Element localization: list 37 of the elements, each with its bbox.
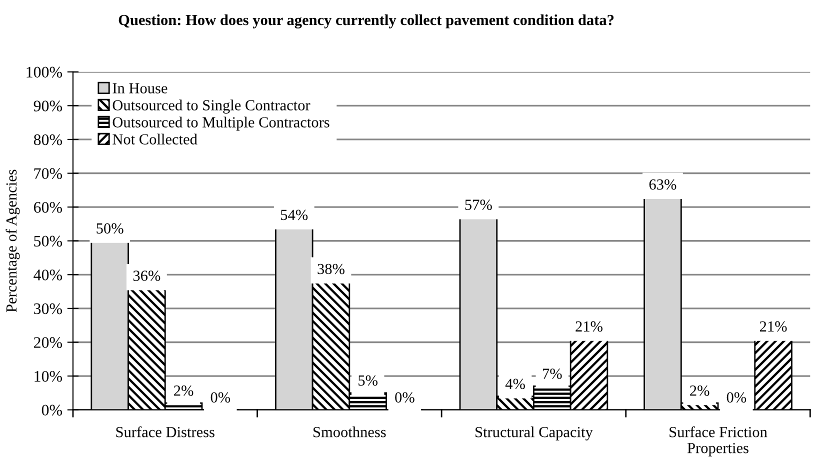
x-tick-label: Surface Friction Properties [670, 426, 768, 456]
data-label: 50% [96, 223, 124, 234]
chart-title: Question: How does your agency currently collect pavement condition data? [118, 14, 614, 28]
data-label: 63% [649, 179, 676, 190]
data-label: 2% [690, 385, 710, 396]
y-tick-label: 10% [34, 370, 62, 382]
data-label: 0% [210, 392, 230, 403]
legend-label: Outsourced to Multiple Contractors [112, 116, 330, 131]
y-tick-label: 30% [34, 303, 62, 314]
data-label: 7% [542, 368, 562, 379]
legend-label: Outsourced to Single Contractor [112, 100, 310, 114]
data-label: 5% [358, 375, 378, 386]
legend-label: Not Collected [112, 134, 198, 144]
y-tick-label: 80% [34, 134, 62, 146]
data-label: 38% [318, 264, 344, 274]
data-label: 4% [505, 378, 525, 390]
x-tick-label: Surface Distress [116, 426, 214, 438]
y-tick-label: 70% [34, 168, 62, 180]
y-tick-label: 40% [34, 270, 62, 280]
y-axis-title: Percentage of Agencies [6, 170, 20, 312]
y-tick-label: 100% [26, 66, 62, 78]
x-tick-label: Smoothness [314, 426, 386, 438]
data-label: 21% [760, 321, 787, 332]
y-tick-label: 50% [34, 236, 62, 247]
y-tick-label: 0% [42, 404, 62, 416]
data-label: 0% [726, 392, 746, 403]
data-label: 0% [395, 392, 414, 403]
x-tick-label: Structural Capacity [476, 426, 593, 440]
y-tick-label: 20% [34, 337, 62, 348]
data-label: 21% [576, 321, 602, 332]
data-label: 57% [465, 200, 492, 210]
data-label: 54% [281, 210, 308, 220]
y-tick-label: 60% [34, 202, 62, 213]
data-label: 36% [133, 270, 160, 281]
legend-label: In House [112, 83, 168, 94]
y-tick-label: 90% [34, 100, 62, 112]
data-label: 2% [174, 385, 194, 396]
